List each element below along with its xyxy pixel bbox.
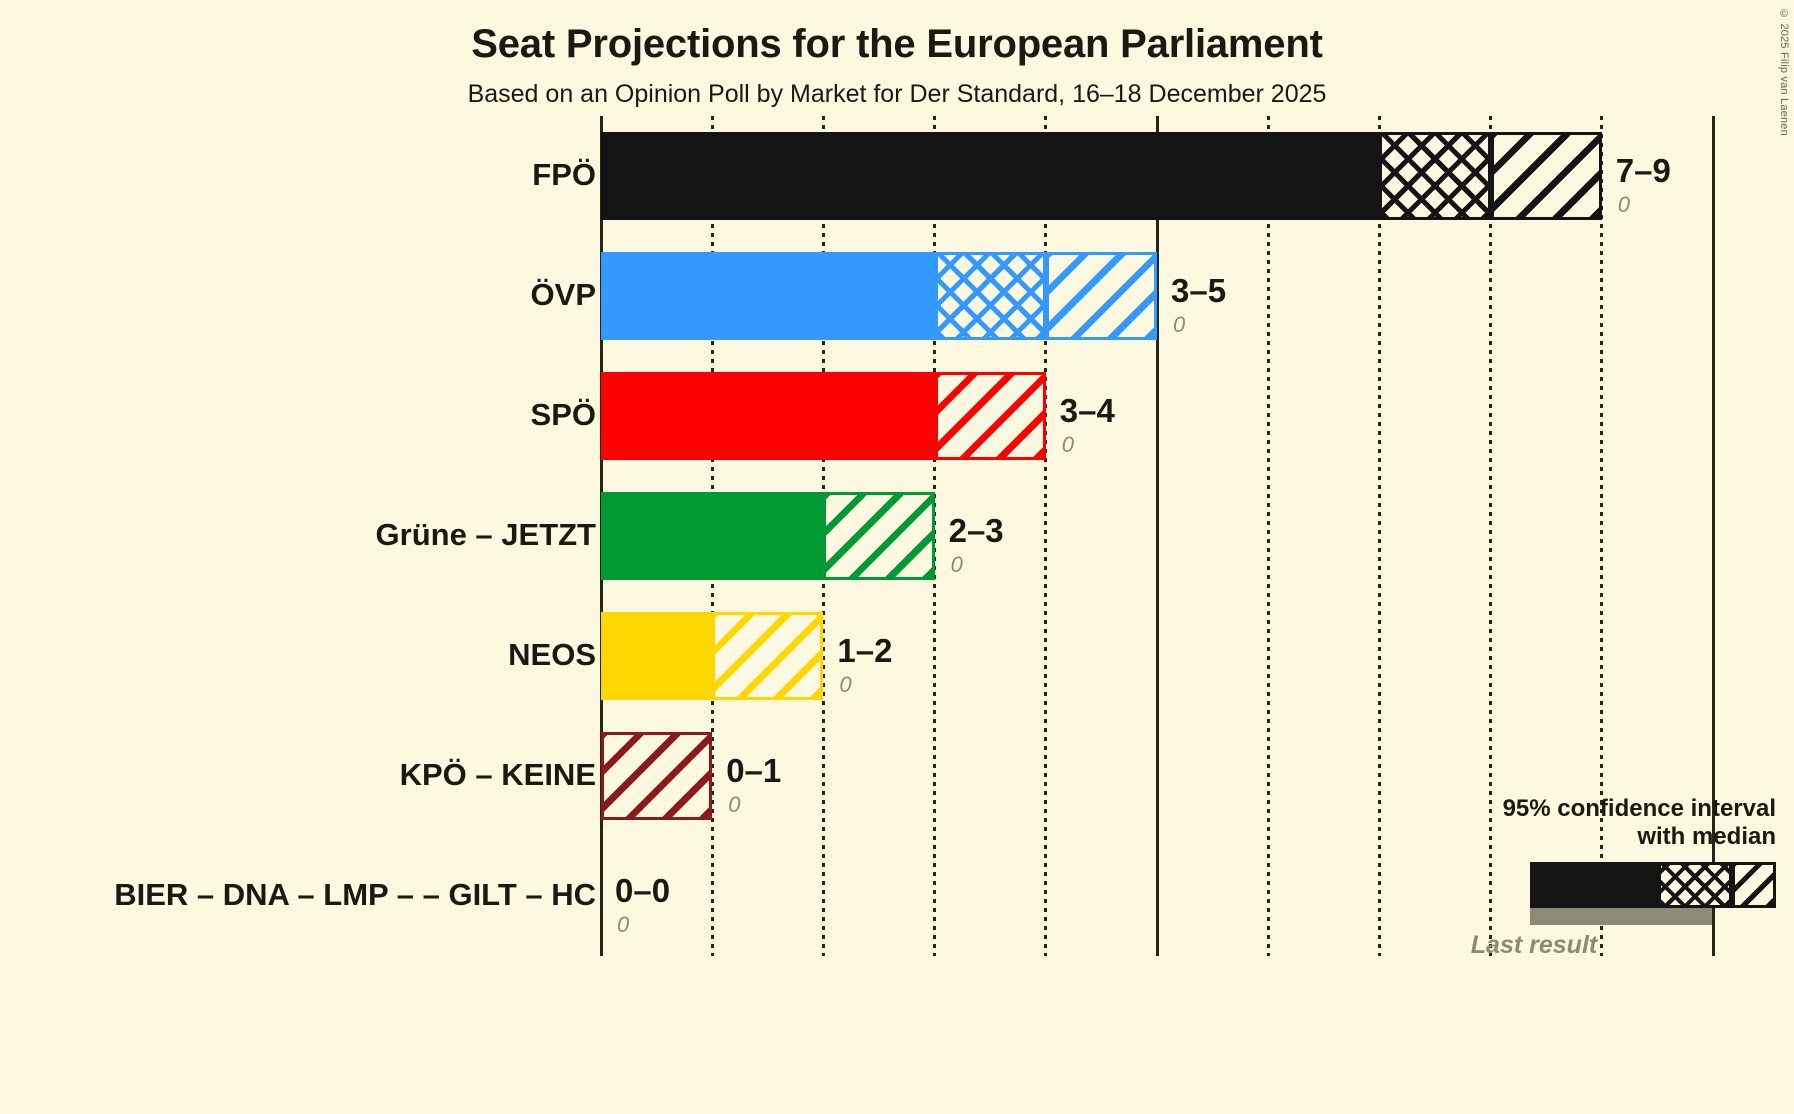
gridline (1489, 116, 1493, 956)
bar-segment-solid (601, 612, 713, 700)
legend-line-2: with median (1637, 823, 1776, 851)
row-label-5: NEOS (508, 637, 596, 672)
confidence-interval-bar (601, 732, 713, 820)
confidence-interval-bar (601, 492, 935, 580)
legend-swatch (1530, 861, 1776, 908)
gridline (1266, 116, 1270, 956)
value-range-label: 2–3 (948, 512, 1004, 549)
bar-segment-median-crosshatch (1379, 132, 1491, 220)
bar-segment-upper-hatch (934, 372, 1046, 460)
last-result-value-label: 0 (839, 672, 852, 697)
bar-segment-solid (601, 372, 935, 460)
legend-segment-median-crosshatch (1658, 861, 1732, 908)
value-range-label: 0–0 (615, 872, 671, 909)
chart-row: KPÖ – KEINE 0–1 0 (0, 716, 1794, 836)
bar-segment-median-crosshatch (934, 252, 1046, 340)
row-label-3: SPÖ (530, 397, 596, 432)
chart-row: NEOS 1–2 0 (0, 596, 1794, 716)
gridline (1044, 116, 1048, 956)
last-result-value-label: 0 (617, 912, 630, 937)
confidence-interval-bar (601, 132, 1602, 220)
value-range-label: 0–1 (726, 752, 782, 789)
bar-segment-upper-hatch (1490, 132, 1602, 220)
bar-segment-solid (601, 492, 824, 580)
gridline (1377, 116, 1381, 956)
row-label-4: Grüne – JETZT (375, 517, 596, 552)
bar-segment-solid (601, 252, 935, 340)
last-result-value-label: 0 (728, 792, 741, 817)
chart-rows-group: FPÖ 7–9 0 ÖVP 3–5 0 SPÖ 3–4 0 Grüne – JETZT 2–3 0 NE… (0, 116, 1794, 956)
value-range-label: 7–9 (1615, 152, 1671, 189)
gridline (1600, 116, 1604, 956)
value-range-label: 3–5 (1171, 272, 1227, 309)
bar-segment-upper-hatch (712, 612, 824, 700)
last-result-value-label: 0 (1173, 312, 1186, 337)
last-result-value-label: 0 (1061, 432, 1075, 457)
row-label-6: KPÖ – KEINE (399, 757, 596, 792)
chart-row: ÖVP 3–5 0 (0, 236, 1794, 356)
chart-plot-area: FPÖ 7–9 0 ÖVP 3–5 0 SPÖ 3–4 0 Grüne – JETZT 2–3 0 NE… (0, 116, 1794, 956)
chart-legend: 95% confidence interval with median Last… (1356, 795, 1776, 960)
legend-segment-solid (1530, 861, 1658, 908)
legend-last-result-label: Last result (1470, 930, 1598, 959)
last-result-value-label: 0 (950, 552, 963, 577)
legend-line-1: 95% confidence interval (1502, 795, 1776, 822)
value-range-label: 1–2 (837, 632, 893, 669)
page-subtitle: Based on an Opinion Poll by Market for D… (467, 80, 1327, 108)
row-label-7: BIER – DNA – LMP – – GILT – HC (114, 877, 596, 912)
bar-segment-upper-hatch (823, 492, 935, 580)
legend-last-result-bar (1530, 907, 1712, 925)
row-label-2: ÖVP (530, 277, 596, 312)
chart-row: FPÖ 7–9 0 (0, 116, 1794, 236)
major-gridline (1711, 116, 1715, 956)
page-title: Seat Projections for the European Parlia… (471, 22, 1323, 66)
bar-segment-upper-hatch (1045, 252, 1157, 340)
major-gridline (1155, 116, 1159, 956)
chart-row: BIER – DNA – LMP – – GILT – HC 0–0 0 (0, 836, 1794, 956)
copyright-notice: © 2025 Filip van Laenen (1778, 8, 1790, 136)
bar-segment-solid (601, 132, 1380, 220)
confidence-interval-bar (601, 252, 1157, 340)
chart-row: Grüne – JETZT 2–3 0 (0, 476, 1794, 596)
confidence-interval-bar (601, 372, 1046, 460)
last-result-value-label: 0 (1617, 192, 1631, 217)
chart-row: SPÖ 3–4 0 (0, 356, 1794, 476)
confidence-interval-bar (601, 612, 824, 700)
legend-segment-upper-hatch (1732, 861, 1776, 908)
bar-segment-upper-hatch (601, 732, 713, 820)
row-label-1: FPÖ (532, 157, 596, 192)
gridline (933, 116, 937, 956)
value-range-label: 3–4 (1059, 392, 1115, 429)
